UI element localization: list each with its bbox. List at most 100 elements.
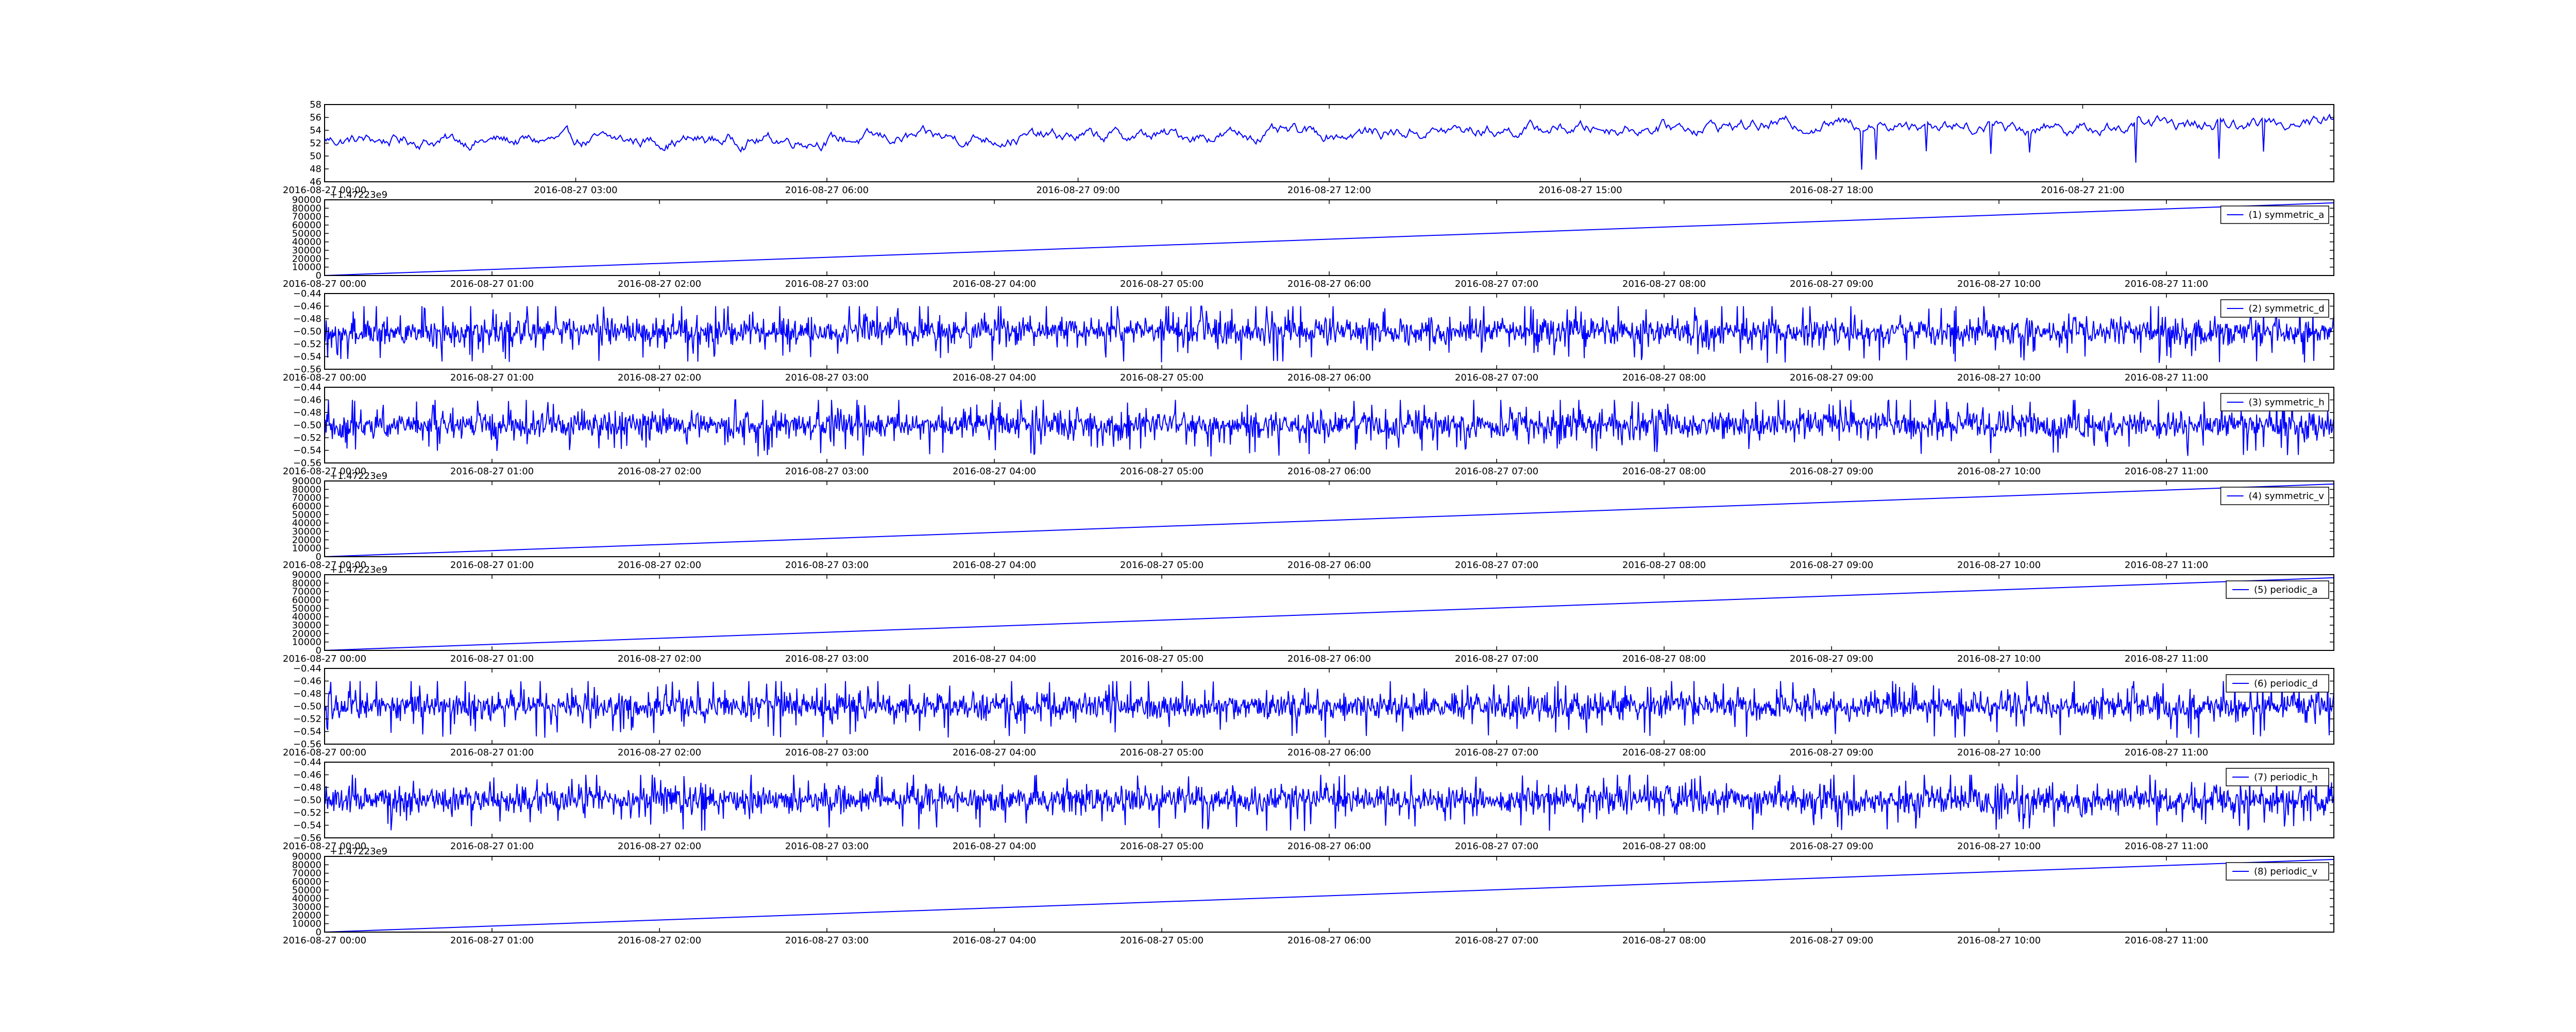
x-tick-label: 2016-08-27 08:00 [1622, 466, 1706, 477]
y-tick-label: −0.56 [293, 364, 321, 375]
y-tick-label: 70000 [292, 212, 321, 222]
y-tick-label: 60000 [292, 501, 321, 512]
x-tick-label: 2016-08-27 03:00 [785, 841, 869, 852]
subplot-7: −0.56 −0.54 −0.52 −0.50 −0.48 −0.46 −0.44 2016-… [283, 663, 2334, 758]
x-tick-label: 2016-08-27 05:00 [1120, 560, 1204, 571]
x-tick-label: 2016-08-27 03:00 [785, 372, 869, 383]
x-tick-label: 2016-08-27 09:00 [1790, 279, 1873, 289]
y-tick-label: 40000 [292, 518, 321, 529]
subplot-3: −0.56−0.54 −0.52 −0.50 −0.48 −0.46 −0.44 2016-… [283, 288, 2334, 383]
y-tick-label: 50000 [292, 228, 321, 239]
x-tick-label: 2016-08-27 01:00 [450, 653, 534, 664]
series-line-1-1 [325, 113, 2334, 170]
axes-frame [324, 104, 2334, 182]
x-tick-label: 2016-08-27 11:00 [2125, 279, 2208, 289]
y-tick-label: 90000 [292, 851, 321, 862]
y-tick-label: −0.46 [293, 395, 321, 406]
x-tick-label: 2016-08-27 10:00 [1957, 466, 2041, 477]
y-tick-label: 70000 [292, 868, 321, 879]
x-tick-label: 2016-08-27 07:00 [1455, 279, 1538, 289]
x-tick-label: 2016-08-27 08:00 [1622, 653, 1706, 664]
x-tick-label: 2016-08-27 06:00 [1287, 279, 1371, 289]
x-tick-label: 2016-08-27 10:00 [1957, 935, 2041, 946]
x-tick-label: 2016-08-27 10:00 [1957, 841, 2041, 852]
y-tick-label: 70000 [292, 587, 321, 597]
legend-label: (6) periodic_d [2254, 678, 2318, 689]
y-tick-label: 60000 [292, 220, 321, 231]
y-tick-label: 10000 [292, 637, 321, 648]
y-tick-label: −0.56 [293, 833, 321, 844]
x-tick-label: 2016-08-27 00:00 [283, 747, 366, 758]
y-tick-label: 20000 [292, 910, 321, 921]
x-tick-label: 2016-08-27 11:00 [2125, 560, 2208, 571]
y-tick-label: −0.52 [293, 433, 321, 443]
x-tick-label: 2016-08-27 06:00 [1287, 841, 1371, 852]
x-tick-label: 2016-08-27 06:00 [785, 185, 869, 196]
y-tick-label: −0.52 [293, 339, 321, 350]
x-tick-label: 2016-08-27 03:00 [785, 935, 869, 946]
x-tick-label: 2016-08-27 11:00 [2125, 372, 2208, 383]
x-tick-label: 2016-08-27 04:00 [953, 372, 1036, 383]
x-tick-label: 2016-08-27 21:00 [2041, 185, 2124, 196]
x-tick-label: 2016-08-27 11:00 [2125, 747, 2208, 758]
x-tick-label: 2016-08-27 08:00 [1622, 372, 1706, 383]
y-tick-label: 40000 [292, 612, 321, 623]
y-tick-label: −0.48 [293, 407, 321, 418]
y-tick-label: 10000 [292, 919, 321, 930]
y-tick-label: 54 [310, 125, 321, 136]
x-tick-label: 2016-08-27 01:00 [450, 935, 534, 946]
axis-offset-label: +1.47223e9 [330, 846, 387, 857]
x-tick-label: 2016-08-27 02:00 [618, 841, 701, 852]
x-tick-label: 2016-08-27 01:00 [450, 466, 534, 477]
x-tick-label: 2016-08-27 00:00 [283, 372, 366, 383]
x-tick-label: 2016-08-27 00:00 [283, 653, 366, 664]
y-tick-label: −0.56 [293, 458, 321, 469]
x-tick-label: 2016-08-27 02:00 [618, 935, 701, 946]
y-tick-label: −0.44 [293, 663, 321, 674]
y-tick-label: −0.46 [293, 676, 321, 687]
x-tick-label: 2016-08-27 02:00 [618, 653, 701, 664]
y-tick-label: 48 [310, 164, 321, 175]
x-tick-label: 2016-08-27 08:00 [1622, 279, 1706, 289]
y-tick-label: 0 [316, 927, 321, 938]
y-tick-label: 30000 [292, 526, 321, 537]
x-tick-label: 2016-08-27 04:00 [953, 935, 1036, 946]
x-tick-label: 2016-08-27 03:00 [785, 279, 869, 289]
x-tick-label: 2016-08-27 10:00 [1957, 279, 2041, 289]
x-tick-label: 2016-08-27 03:00 [785, 747, 869, 758]
subplot-6: 0100002000030000400005000060000700008000… [283, 564, 2334, 664]
x-tick-label: 2016-08-27 00:00 [283, 185, 366, 196]
x-tick-label: 2016-08-27 09:00 [1036, 185, 1120, 196]
series-line-4-1 [325, 399, 2334, 457]
x-tick-label: 2016-08-27 07:00 [1455, 841, 1538, 852]
y-tick-label: 52 [310, 138, 321, 149]
x-tick-label: 2016-08-27 00:00 [283, 935, 366, 946]
x-tick-label: 2016-08-27 09:00 [1790, 466, 1873, 477]
x-tick-label: 2016-08-27 09:00 [1790, 747, 1873, 758]
y-tick-label: −0.50 [293, 701, 321, 712]
y-tick-label: 56 [310, 112, 321, 123]
y-tick-label: −0.54 [293, 352, 321, 363]
x-tick-label: 2016-08-27 02:00 [618, 747, 701, 758]
y-tick-label: −0.50 [293, 420, 321, 431]
y-tick-label: 80000 [292, 203, 321, 214]
x-tick-label: 2016-08-27 00:00 [283, 279, 366, 289]
x-tick-label: 2016-08-27 11:00 [2125, 935, 2208, 946]
x-tick-label: 2016-08-27 07:00 [1455, 560, 1538, 571]
y-tick-label: 30000 [292, 620, 321, 631]
y-tick-label: 0 [316, 552, 321, 562]
x-tick-label: 2016-08-27 10:00 [1957, 372, 2041, 383]
y-tick-label: 0 [316, 270, 321, 281]
legend-label: (7) periodic_h [2254, 772, 2318, 783]
subplot-4: −0.56 −0.54 −0.52 −0.50 −0.48−0.46 −0.44 2016-… [283, 382, 2334, 477]
y-tick-label: −0.56 [293, 739, 321, 750]
x-tick-label: 2016-08-27 07:00 [1455, 747, 1538, 758]
x-tick-label: 2016-08-27 15:00 [1538, 185, 1622, 196]
y-tick-label: 40000 [292, 237, 321, 248]
y-tick-label: −0.44 [293, 288, 321, 299]
x-tick-label: 2016-08-27 05:00 [1120, 747, 1204, 758]
x-tick-label: 2016-08-27 11:00 [2125, 653, 2208, 664]
axis-offset-label: +1.47223e9 [330, 190, 387, 200]
y-tick-label: −0.52 [293, 714, 321, 725]
